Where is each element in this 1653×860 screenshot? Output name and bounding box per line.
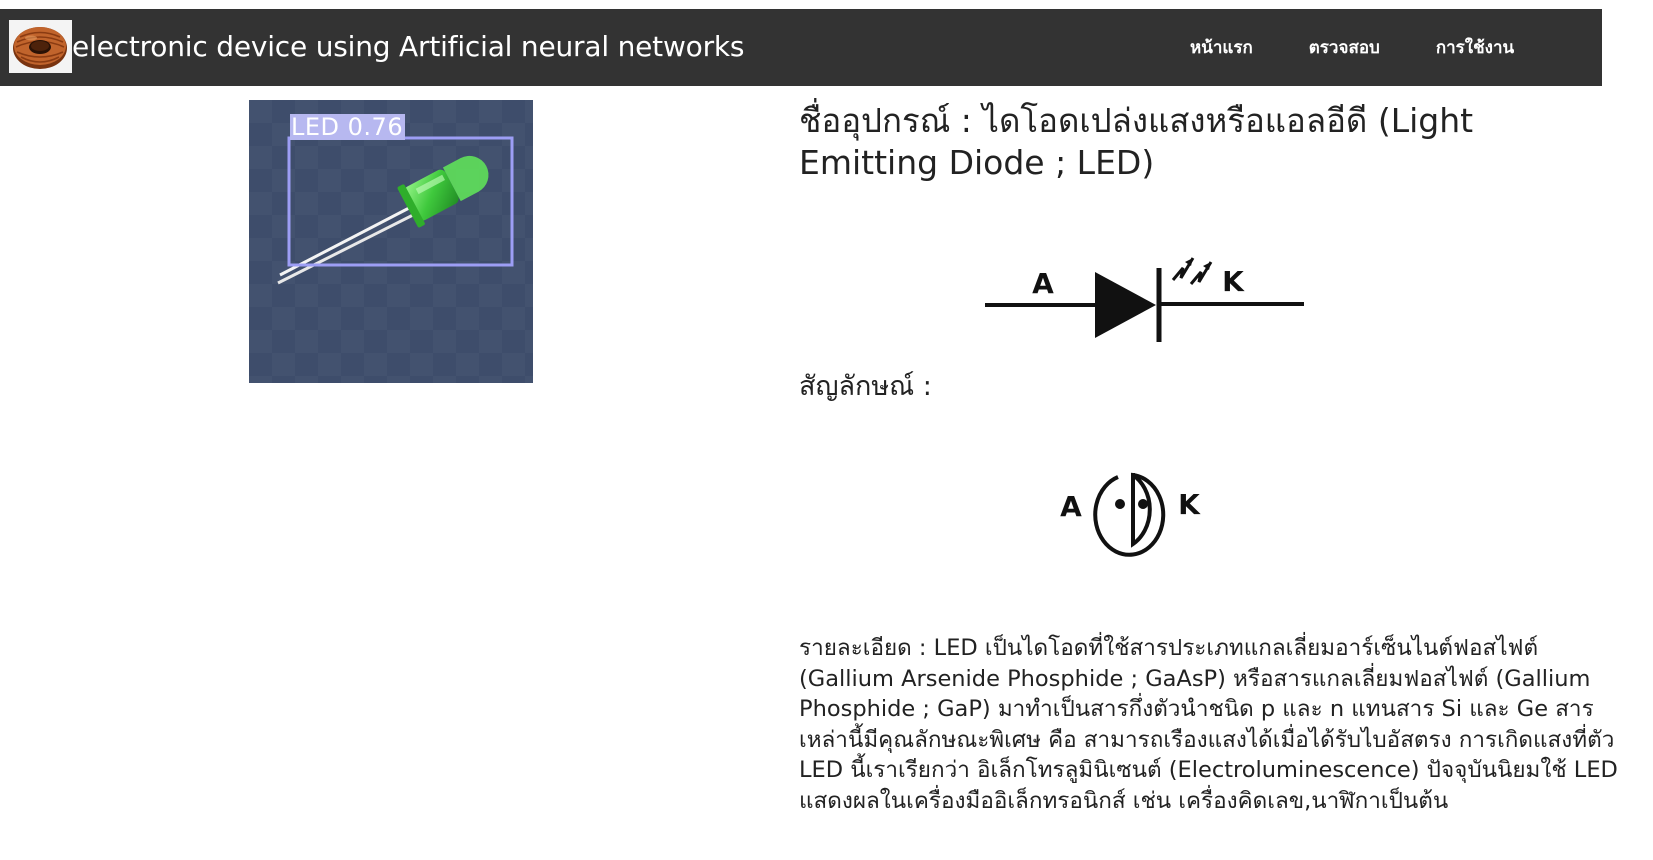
led-schematic-symbol: A K [985,257,1304,342]
toroid-inductor-icon[interactable] [9,20,72,73]
nav-link-usage[interactable]: การใช้งาน [1435,38,1515,58]
pin-cathode-label: K [1178,488,1201,521]
nav-link-check[interactable]: ตรวจสอบ [1308,38,1380,58]
navbar: electronic device using Artificial neura… [0,9,1602,86]
nav-links: หน้าแรก ตรวจสอบ การใช้งาน [1190,36,1514,60]
cathode-label: K [1222,265,1245,298]
brand-title[interactable]: electronic device using Artificial neura… [72,30,745,63]
nav-link-home[interactable]: หน้าแรก [1190,38,1253,58]
detection-result-image: LED 0.76 [249,100,533,383]
detection-label: LED 0.76 [290,113,406,141]
device-detail: รายละเอียด : LED เป็นไดโอดที่ใช้สารประเภ… [799,635,1618,814]
pin-anode-label: A [1060,490,1082,523]
led-photo [249,100,533,383]
symbol-label: สัญลักษณ์ : [799,371,932,402]
device-title: ชื่ออุปกรณ์ : ไดโอดเปล่งแสงหรือแอลอีดี (… [799,101,1474,182]
led-pinout-symbol: A K [1060,472,1201,557]
anode-label: A [1032,267,1054,300]
